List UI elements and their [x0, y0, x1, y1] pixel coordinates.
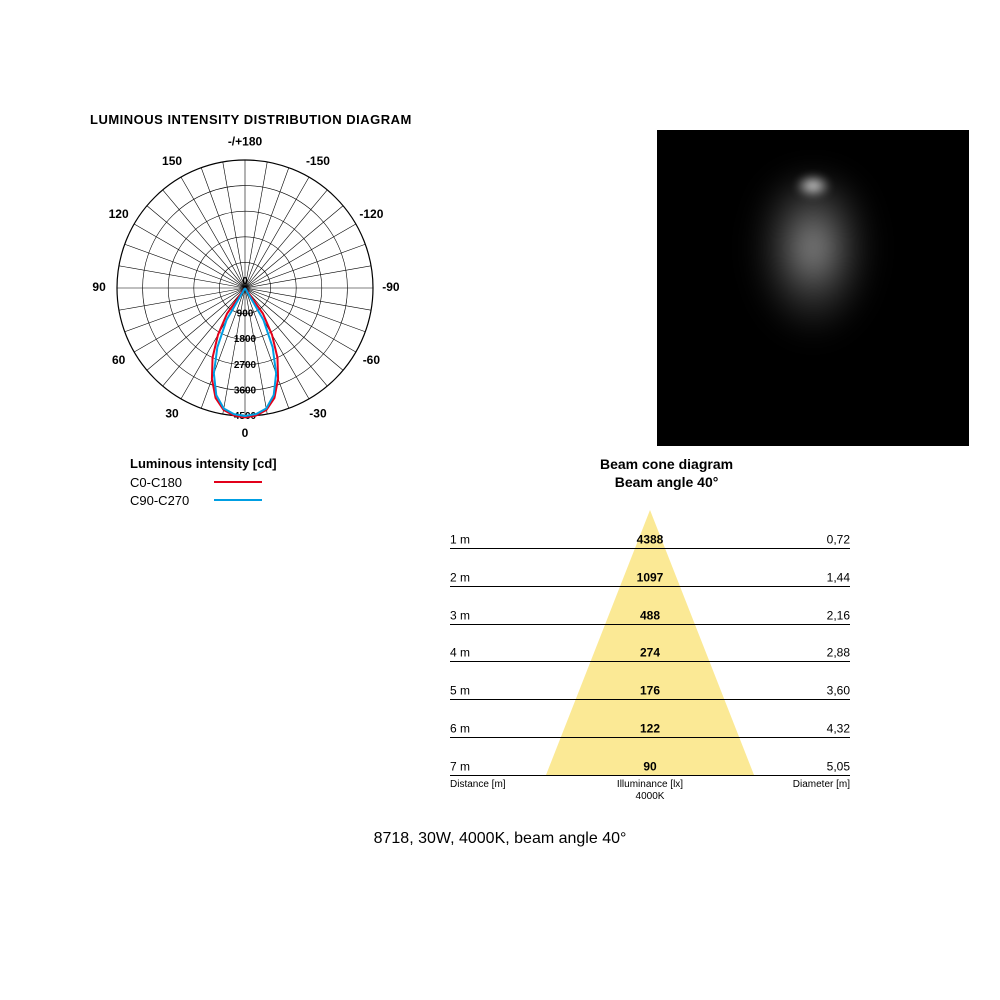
cone-illuminance: 4388: [637, 532, 664, 546]
legend-label: C0-C180: [130, 475, 206, 490]
svg-text:30: 30: [165, 407, 179, 421]
legend-row: C90-C270: [130, 491, 277, 509]
cone-illuminance: 274: [640, 646, 660, 660]
cone-diameter: 4,32: [827, 722, 850, 736]
svg-text:900: 900: [237, 309, 254, 320]
cone-diameter: 2,16: [827, 608, 850, 622]
cone-distance: 4 m: [450, 646, 470, 660]
cone-row: [450, 775, 850, 776]
cone-distance: 5 m: [450, 684, 470, 698]
axis-illuminance-sub: 4000K: [636, 791, 665, 802]
cone-diameter: 1,44: [827, 570, 850, 584]
legend-swatch: [214, 481, 262, 484]
cone-row: [450, 548, 850, 549]
svg-text:1800: 1800: [234, 334, 257, 345]
svg-text:90: 90: [92, 280, 106, 294]
legend-label: C90-C270: [130, 493, 206, 508]
cone-diameter: 5,05: [827, 760, 850, 774]
beam-photo: [657, 130, 969, 446]
cone-diameter: 0,72: [827, 532, 850, 546]
svg-text:3600: 3600: [234, 385, 257, 396]
legend-title: Luminous intensity [cd]: [130, 456, 277, 471]
cone-title: Beam cone diagramBeam angle 40°: [600, 456, 733, 491]
footer-caption: 8718, 30W, 4000K, beam angle 40°: [300, 830, 700, 848]
svg-text:2700: 2700: [234, 360, 257, 371]
cone-illuminance: 90: [643, 760, 656, 774]
svg-text:-/+180: -/+180: [228, 134, 263, 148]
cone-diameter: 2,88: [827, 646, 850, 660]
cone-illuminance: 488: [640, 608, 660, 622]
axis-illuminance: Illuminance [lx]: [617, 779, 683, 790]
legend: Luminous intensity [cd] C0-C180 C90-C270: [130, 456, 277, 509]
cone-row: [450, 586, 850, 587]
cone-illuminance: 1097: [637, 570, 664, 584]
svg-text:-120: -120: [359, 207, 383, 221]
cone-distance: 6 m: [450, 722, 470, 736]
axis-distance: Distance [m]: [450, 779, 506, 790]
cone-row: [450, 699, 850, 700]
cone-row: [450, 624, 850, 625]
legend-row: C0-C180: [130, 473, 277, 491]
cone-distance: 3 m: [450, 608, 470, 622]
svg-text:150: 150: [162, 154, 182, 168]
cone-illuminance: 122: [640, 722, 660, 736]
svg-text:0: 0: [242, 426, 249, 440]
svg-text:-60: -60: [363, 353, 381, 367]
cone-row: [450, 737, 850, 738]
svg-text:-90: -90: [382, 280, 400, 294]
svg-text:-30: -30: [309, 407, 327, 421]
legend-swatch: [214, 499, 262, 502]
svg-text:-150: -150: [306, 154, 330, 168]
cone-distance: 2 m: [450, 570, 470, 584]
cone-diameter: 3,60: [827, 684, 850, 698]
svg-text:60: 60: [112, 353, 126, 367]
axis-diameter: Diameter [m]: [793, 779, 850, 790]
cone-illuminance: 176: [640, 684, 660, 698]
beam-cone-diagram: 1 m 4388 0,72 2 m 1097 1,44 3 m 488 2,16 4 m 274 2,…: [450, 510, 850, 815]
cone-distance: 1 m: [450, 532, 470, 546]
svg-text:0: 0: [242, 276, 248, 287]
cone-distance: 7 m: [450, 760, 470, 774]
polar-diagram: -/+180 -150 -120 -90 -60 -30 0 30 60 90 120 150 0 900…: [0, 0, 500, 450]
cone-row: [450, 661, 850, 662]
svg-text:120: 120: [109, 207, 129, 221]
